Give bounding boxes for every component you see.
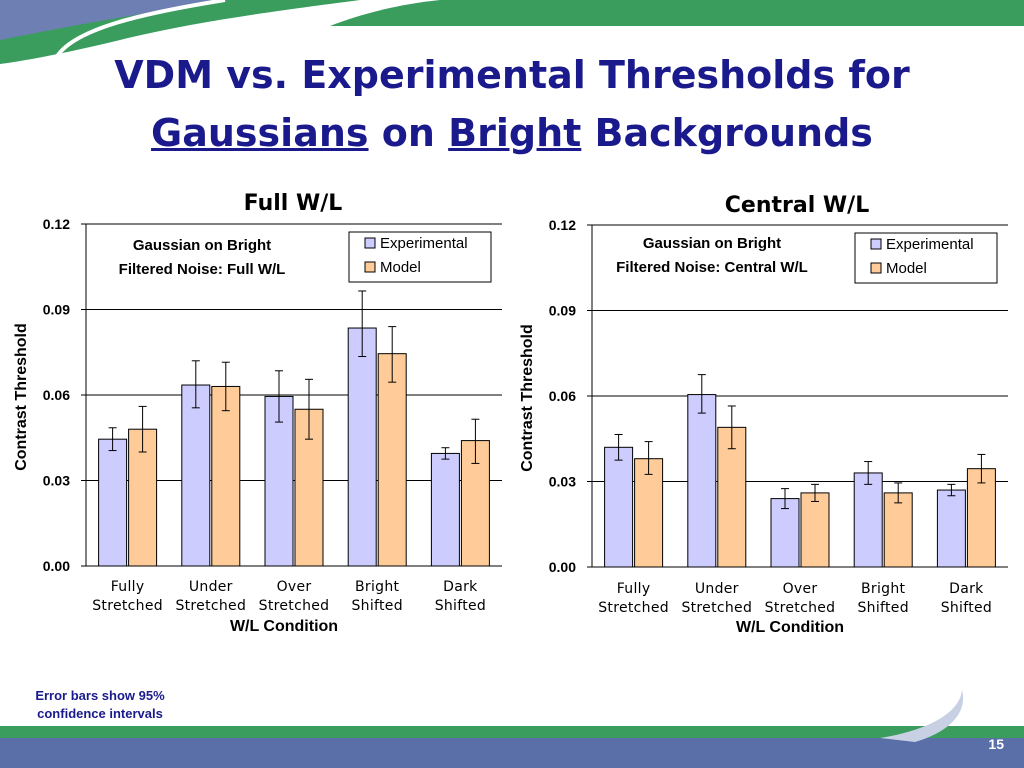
- chart-annotation: Filtered Noise: Full W/L: [119, 261, 286, 278]
- legend-label-experimental: Experimental: [886, 236, 974, 253]
- y-tick-label: 0.09: [549, 303, 576, 319]
- title-word-gaussians: Gaussians: [151, 111, 369, 155]
- x-tick-label: Dark: [949, 581, 984, 597]
- legend-swatch-experimental: [870, 238, 882, 250]
- bar-experimental-2: [264, 395, 294, 567]
- legend-label-model: Model: [886, 260, 927, 277]
- title-line-1: VDM vs. Experimental Thresholds for: [114, 53, 910, 97]
- y-tick-label: 0.06: [43, 387, 70, 403]
- x-tick-label: Shifted: [941, 600, 992, 616]
- bar-experimental-0: [98, 438, 128, 567]
- x-tick-label: Stretched: [598, 600, 669, 616]
- bar-experimental-0: [604, 446, 634, 568]
- x-tick-label: Stretched: [175, 598, 246, 614]
- y-tick-label: 0.00: [43, 558, 70, 574]
- top-white-swoosh: [53, 0, 226, 61]
- legend-label-model: Model: [380, 259, 421, 276]
- y-axis-title: Contrast Threshold: [519, 324, 536, 472]
- footnote-line-1: Error bars show 95%: [35, 688, 165, 703]
- y-tick-label: 0.00: [549, 559, 576, 575]
- page-number: 15: [988, 736, 1004, 752]
- chart-annotation: Gaussian on Bright: [643, 235, 781, 252]
- bar-model-3: [883, 492, 913, 568]
- x-axis-title: W/L Condition: [230, 618, 338, 635]
- bar-model-1: [211, 385, 241, 567]
- x-tick-label: Stretched: [259, 598, 330, 614]
- chart-title: Central W/L: [725, 193, 869, 218]
- x-tick-label: Bright: [861, 581, 906, 597]
- bottom-right-swoosh: [880, 690, 964, 742]
- title-word-backgrounds: Backgrounds: [594, 111, 873, 155]
- x-axis-title: W/L Condition: [736, 619, 844, 636]
- chart-annotation: Filtered Noise: Central W/L: [616, 259, 808, 276]
- x-tick-label: Shifted: [435, 598, 486, 614]
- x-tick-label: Bright: [355, 579, 400, 595]
- bar-model-2: [294, 408, 324, 567]
- legend-swatch-model: [870, 262, 882, 274]
- y-tick-label: 0.06: [549, 388, 576, 404]
- top-blue-band: [0, 0, 230, 40]
- x-tick-label: Under: [189, 579, 233, 595]
- bar-experimental-4: [430, 452, 460, 567]
- y-tick-label: 0.12: [43, 216, 70, 232]
- y-tick-label: 0.03: [43, 473, 70, 489]
- legend-swatch-model: [364, 261, 376, 273]
- bar-model-3: [377, 353, 407, 567]
- bar-model-0: [634, 458, 664, 568]
- x-tick-label: Over: [277, 579, 312, 595]
- bottom-green-band: [0, 726, 1024, 738]
- bar-experimental-3: [853, 472, 883, 568]
- x-tick-label: Dark: [443, 579, 478, 595]
- chart-annotation: Gaussian on Bright: [133, 237, 271, 254]
- title-word-bright: Bright: [448, 111, 582, 155]
- top-right-green-band: [330, 0, 1024, 26]
- legend-label-experimental: Experimental: [380, 235, 468, 252]
- x-tick-label: Stretched: [765, 600, 836, 616]
- bar-experimental-3: [347, 327, 377, 567]
- slide-title: VDM vs. Experimental Thresholds for Gaus…: [0, 46, 1024, 162]
- y-axis-title: Contrast Threshold: [13, 323, 30, 471]
- chart-title: Full W/L: [244, 191, 343, 216]
- bottom-blue-band: [0, 738, 1024, 768]
- y-tick-label: 0.12: [549, 217, 576, 233]
- x-tick-label: Stretched: [681, 600, 752, 616]
- x-tick-label: Under: [695, 581, 739, 597]
- x-tick-label: Shifted: [351, 598, 402, 614]
- x-tick-label: Over: [783, 581, 818, 597]
- footnote-line-2: confidence intervals: [37, 706, 163, 721]
- bar-experimental-1: [687, 394, 717, 568]
- bar-experimental-1: [181, 384, 211, 567]
- y-tick-label: 0.03: [549, 474, 576, 490]
- title-word-on: on: [381, 111, 435, 155]
- x-tick-label: Stretched: [92, 598, 163, 614]
- x-tick-label: Fully: [617, 581, 651, 597]
- bar-experimental-4: [936, 489, 966, 568]
- x-tick-label: Shifted: [857, 600, 908, 616]
- x-tick-label: Fully: [111, 579, 145, 595]
- bar-model-4: [966, 468, 996, 568]
- error-bar-footnote: Error bars show 95% confidence intervals: [8, 687, 192, 723]
- legend-swatch-experimental: [364, 237, 376, 249]
- bar-model-2: [800, 492, 830, 568]
- y-tick-label: 0.09: [43, 302, 70, 318]
- bar-model-1: [717, 426, 747, 568]
